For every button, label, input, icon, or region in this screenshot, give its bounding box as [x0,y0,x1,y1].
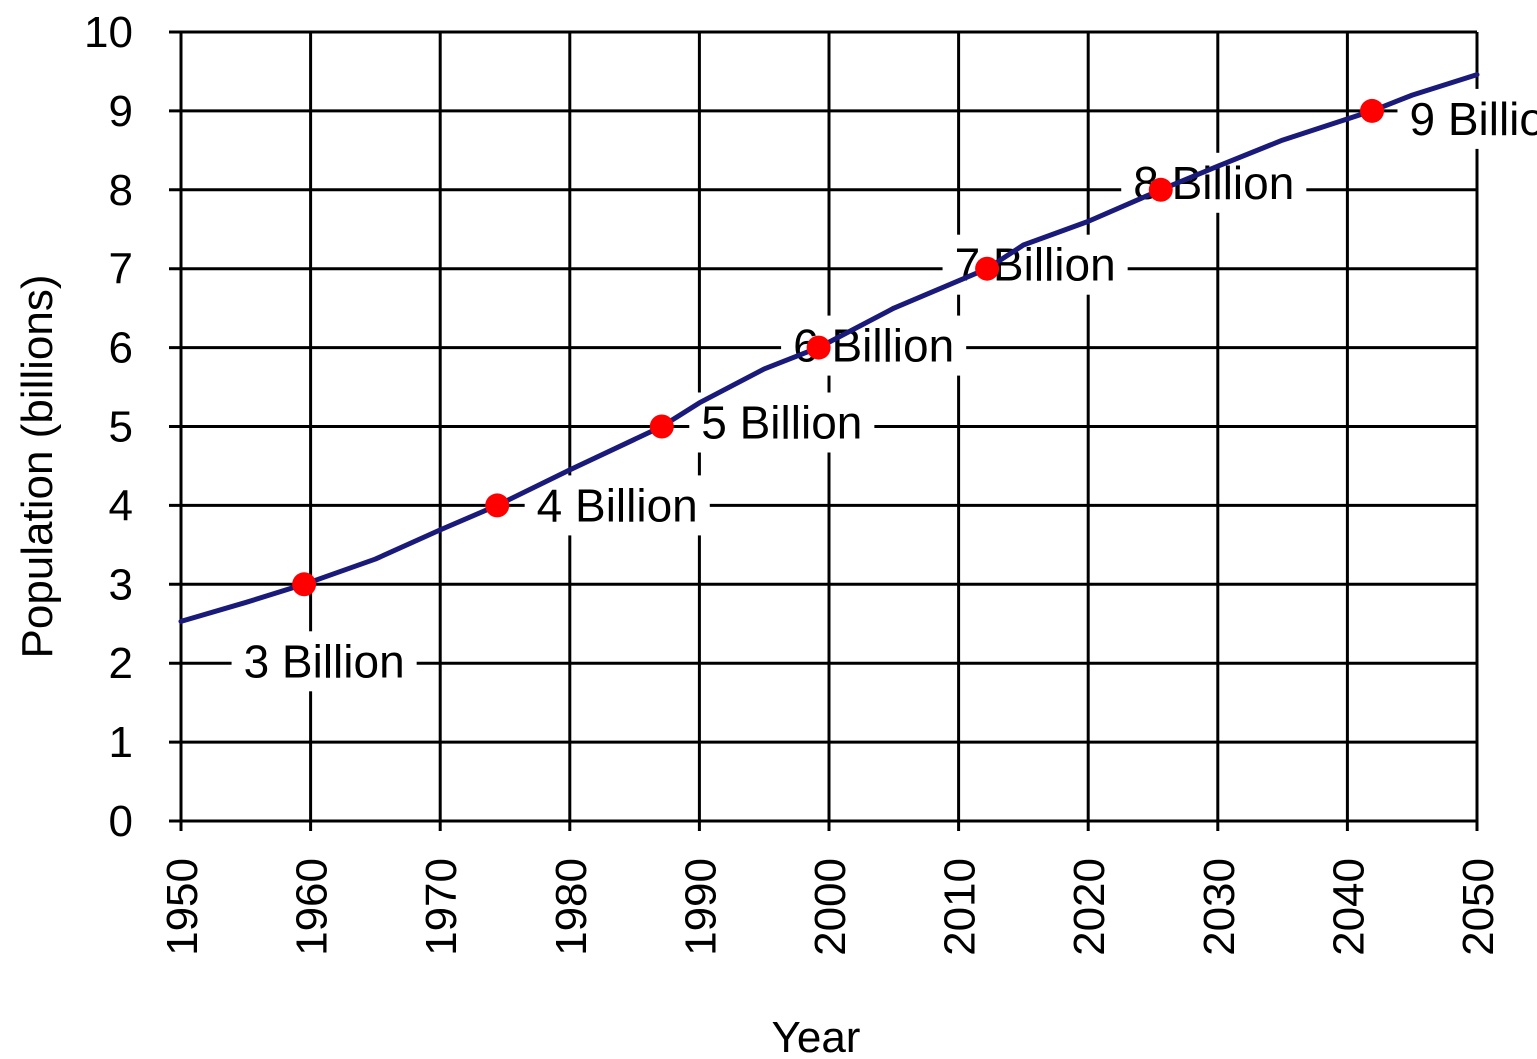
milestone-marker-5 [649,414,674,439]
y-tick-label: 10 [84,8,133,57]
milestone-label-3: 3 Billion [231,631,417,692]
milestone-label-text: 4 Billion [537,479,698,531]
milestone-label-5: 5 Billion [689,392,875,453]
milestone-label-4: 4 Billion [524,475,710,536]
y-tick-label: 4 [109,481,133,530]
y-tick-labels: 0 1 2 3 4 5 6 7 8 9 10 [84,8,133,846]
milestone-label-bg [231,631,417,692]
x-tick-label: 1960 [288,858,337,956]
y-tick-label: 0 [109,797,133,846]
x-axis-label: Year [772,1013,861,1059]
milestone-marker-4 [485,493,510,518]
x-tick-label: 2020 [1065,858,1114,956]
x-tick-label: 2030 [1195,858,1244,956]
x-tick-label: 2040 [1324,858,1373,956]
y-tick-label: 2 [109,639,133,688]
milestone-label-6: 6 Billion [781,315,967,376]
milestone-label-text: 9 Billion [1409,93,1537,145]
x-tick-label: 2000 [806,858,855,956]
milestone-marker-3 [292,572,317,597]
milestone-label-8: 8 Billion [1121,152,1307,213]
milestone-marker-8 [1148,177,1173,202]
milestone-label-bg [689,392,875,453]
x-tick-label: 2010 [936,858,985,956]
x-tick-labels: 1950 1960 1970 1980 1990 2000 2010 2020 2030 2040… [158,858,1503,956]
milestone-markers [292,98,1385,597]
y-tick-label: 5 [109,403,133,452]
y-tick-label: 3 [109,560,133,609]
y-tick-label: 1 [109,718,133,767]
y-tick-label: 8 [109,166,133,215]
milestone-label-text: 3 Billion [244,635,405,687]
x-tick-label: 1970 [417,858,466,956]
x-tick-label: 1950 [158,858,207,956]
x-tick-label: 2050 [1454,858,1503,956]
milestone-label-bg [942,234,1128,295]
milestone-label-bg [1397,88,1537,149]
milestone-marker-7 [975,256,1000,281]
x-tick-label: 1980 [547,858,596,956]
milestone-marker-6 [806,335,831,360]
x-tick-label: 1990 [676,858,725,956]
milestone-marker-9 [1360,98,1385,123]
milestone-label-text: 5 Billion [701,397,862,449]
y-tick-label: 7 [109,245,133,294]
y-axis-label: Population (billions) [13,275,62,659]
milestone-label-7: 7 Billion [942,234,1128,295]
milestone-label-bg [524,475,710,536]
y-tick-label: 6 [109,324,133,373]
y-tick-label: 9 [109,87,133,136]
milestone-label-9: 9 Billion [1397,88,1537,149]
